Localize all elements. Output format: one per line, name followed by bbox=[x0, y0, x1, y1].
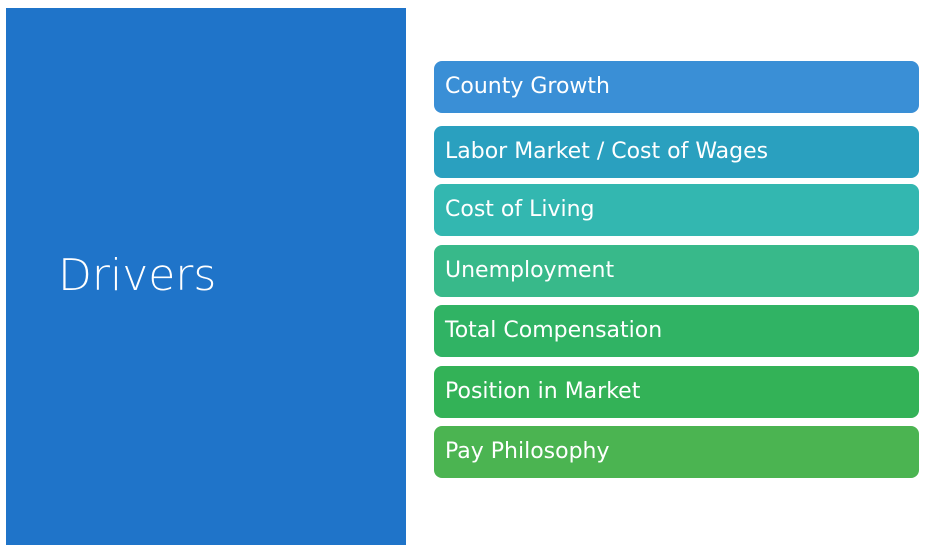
driver-item: County Growth bbox=[434, 61, 919, 113]
driver-item: Unemployment bbox=[434, 245, 919, 297]
driver-item: Cost of Living bbox=[434, 184, 919, 236]
title: Drivers bbox=[58, 250, 217, 301]
title-panel: Drivers bbox=[6, 8, 406, 545]
driver-item: Pay Philosophy bbox=[434, 426, 919, 478]
driver-item: Position in Market bbox=[434, 366, 919, 418]
driver-item: Labor Market / Cost of Wages bbox=[434, 126, 919, 178]
driver-item: Total Compensation bbox=[434, 305, 919, 357]
